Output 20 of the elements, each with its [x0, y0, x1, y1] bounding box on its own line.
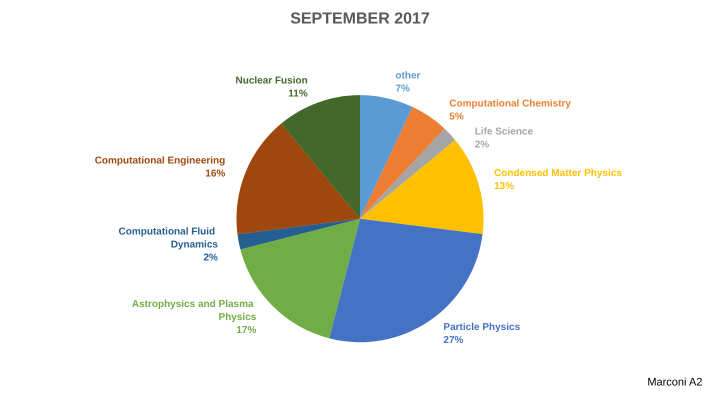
slice-label: Life Science: [474, 126, 534, 138]
slice-label: Computational Engineering: [94, 155, 226, 166]
slice-label: Particle Physics: [443, 322, 521, 334]
data-label: 11%: [288, 88, 308, 100]
data-label: 2%: [203, 252, 218, 264]
text: Marconi A2: [647, 376, 702, 388]
slice-label: Nuclear Fusion: [235, 75, 308, 86]
slice-label: other: [395, 70, 421, 82]
data-label: 2%: [474, 140, 490, 151]
data-label: 17%: [236, 324, 256, 336]
chart-title: SEPTEMBER 2017: [290, 10, 430, 28]
data-label: 16%: [205, 168, 226, 180]
data-label: 7%: [395, 84, 410, 95]
data-label: 27%: [443, 335, 464, 346]
data-label: 13%: [494, 180, 514, 192]
slice-label: Astrophysics and Plasma Physics: [132, 298, 257, 323]
slice-label: Computational Chemistry: [449, 98, 572, 110]
data-label: 5%: [449, 112, 464, 123]
slice-label: Condensed Matter Physics: [494, 168, 622, 179]
slice-label: Computational Fluid Dynamics: [118, 226, 218, 250]
